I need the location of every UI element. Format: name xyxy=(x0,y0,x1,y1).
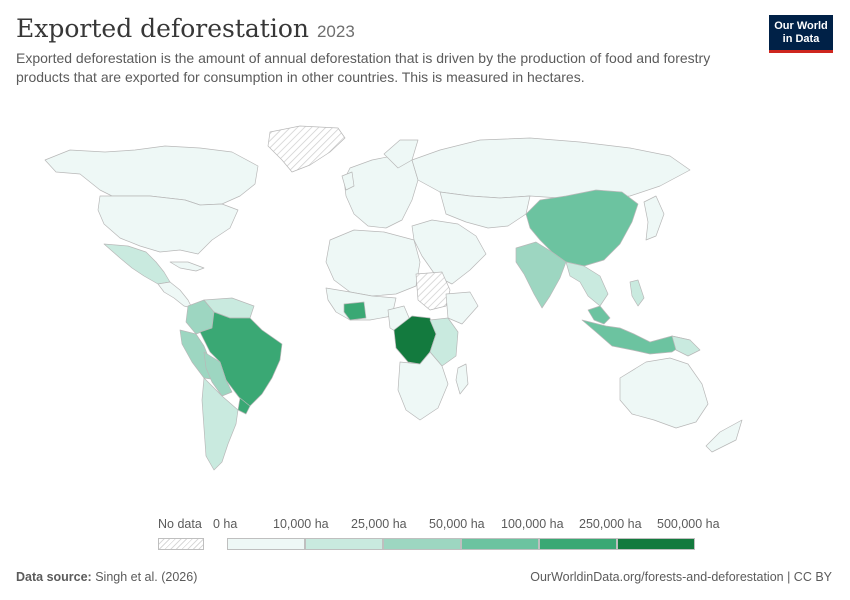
region-southern-africa[interactable] xyxy=(397,351,449,421)
legend-swatch-5 xyxy=(617,538,695,550)
region-horn-of-africa[interactable] xyxy=(445,291,479,325)
region-malaysia[interactable] xyxy=(587,305,611,325)
legend: No data 0 ha 10,000 ha 25,000 ha 50,000 … xyxy=(150,517,720,557)
region-central-america[interactable] xyxy=(157,281,193,309)
region-southeast-asia[interactable] xyxy=(565,261,609,307)
region-argentina-chile[interactable] xyxy=(201,377,239,471)
footer-source-text[interactable]: Singh et al. (2026) xyxy=(95,570,198,584)
legend-no-data-swatch xyxy=(158,538,204,550)
legend-swatch-2 xyxy=(383,538,461,550)
region-sudan[interactable] xyxy=(415,271,451,311)
chart-subtitle: Exported deforestation is the amount of … xyxy=(16,50,711,85)
region-cote-divoire-ghana[interactable] xyxy=(343,301,367,321)
legend-bin-label-3: 50,000 ha xyxy=(429,517,485,531)
legend-bin-label-5: 250,000 ha xyxy=(579,517,642,531)
region-north-africa[interactable] xyxy=(325,229,421,297)
chart-header: Exported deforestation 2023 Exported def… xyxy=(16,14,746,87)
legend-bin-label-4: 100,000 ha xyxy=(501,517,564,531)
legend-no-data-label: No data xyxy=(158,517,202,531)
legend-bin-label-0: 0 ha xyxy=(213,517,238,531)
region-new-zealand[interactable] xyxy=(705,419,743,453)
region-papua-new-guinea[interactable] xyxy=(671,335,701,357)
region-uruguay[interactable] xyxy=(237,397,251,415)
footer-link[interactable]: OurWorldinData.org/forests-and-deforesta… xyxy=(530,570,832,584)
legend-bin-label-1: 10,000 ha xyxy=(273,517,329,531)
region-uk[interactable] xyxy=(341,171,355,191)
footer-source: Data source: Singh et al. (2026) xyxy=(16,570,197,584)
legend-bin-label-2: 25,000 ha xyxy=(351,517,407,531)
region-united-states[interactable] xyxy=(97,195,239,255)
chart-title: Exported deforestation xyxy=(16,14,309,43)
footer-source-prefix: Data source: xyxy=(16,570,92,584)
region-europe[interactable] xyxy=(343,155,419,229)
region-bolivia[interactable] xyxy=(203,351,233,397)
region-madagascar[interactable] xyxy=(455,363,469,395)
region-china[interactable] xyxy=(525,189,639,267)
world-map[interactable] xyxy=(0,120,850,510)
legend-swatch-0 xyxy=(227,538,305,550)
legend-swatch-4 xyxy=(539,538,617,550)
owid-logo[interactable]: Our World in Data xyxy=(769,15,833,53)
legend-bin-label-6: 500,000 ha xyxy=(657,517,720,531)
legend-swatch-1 xyxy=(305,538,383,550)
region-scandinavia[interactable] xyxy=(383,139,419,169)
world-map-svg xyxy=(44,125,743,471)
region-middle-east[interactable] xyxy=(411,219,487,285)
region-philippines[interactable] xyxy=(629,279,645,307)
logo-line-2: in Data xyxy=(782,33,820,45)
region-russia[interactable] xyxy=(411,137,691,201)
legend-swatch-3 xyxy=(461,538,539,550)
region-india[interactable] xyxy=(515,241,567,309)
logo-line-1: Our World xyxy=(774,20,828,32)
region-canada[interactable] xyxy=(44,145,259,206)
region-australia[interactable] xyxy=(619,357,709,429)
region-japan[interactable] xyxy=(643,195,665,241)
chart-year: 2023 xyxy=(316,22,355,41)
region-caribbean[interactable] xyxy=(169,261,205,272)
region-central-asia[interactable] xyxy=(439,191,531,229)
region-east-africa[interactable] xyxy=(429,317,459,367)
region-greenland[interactable] xyxy=(267,125,346,173)
